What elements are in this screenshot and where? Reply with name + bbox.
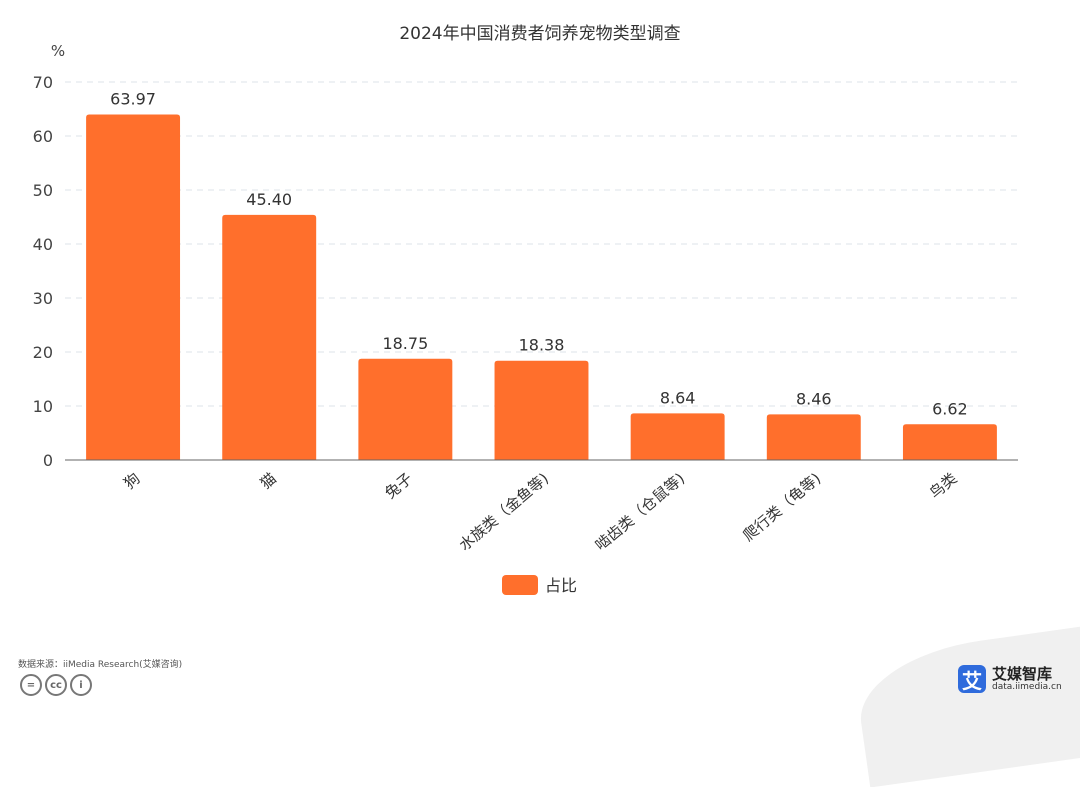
bar[interactable] — [766, 414, 861, 460]
bar[interactable] — [902, 424, 997, 460]
y-axis-unit: % — [51, 42, 65, 60]
brand-name: 艾媒智库 — [992, 664, 1053, 683]
y-tick-label: 30 — [33, 289, 53, 308]
license-icons: = cc i — [20, 674, 92, 696]
bar[interactable] — [494, 360, 589, 460]
bar[interactable] — [222, 214, 317, 460]
x-tick-label: 水族类（金鱼等) — [456, 469, 552, 554]
data-label: 8.46 — [796, 389, 832, 408]
data-label: 18.38 — [519, 336, 565, 355]
x-tick-label: 猫 — [257, 469, 280, 492]
y-tick-label: 0 — [43, 451, 53, 470]
data-label: 18.75 — [382, 334, 428, 353]
brand-background — [852, 622, 1080, 787]
cc-icon: cc — [45, 674, 67, 696]
y-tick-label: 50 — [33, 181, 53, 200]
person-icon: i — [70, 674, 92, 696]
y-tick-label: 10 — [33, 397, 53, 416]
data-source: 数据来源：iiMedia Research(艾媒咨询) — [18, 660, 183, 670]
bar[interactable] — [358, 358, 453, 460]
legend[interactable]: 占比 — [502, 575, 577, 595]
bar[interactable] — [86, 114, 181, 460]
chart-title: 2024年中国消费者饲养宠物类型调查 — [399, 24, 680, 44]
equals-icon: = — [20, 674, 42, 696]
bar[interactable] — [630, 413, 725, 460]
x-tick-label: 狗 — [121, 469, 144, 492]
brand-url: data.iimedia.cn — [992, 681, 1062, 692]
x-tick-label: 爬行类（龟等) — [739, 469, 824, 544]
data-label: 45.40 — [246, 190, 292, 209]
y-tick-label: 70 — [33, 73, 53, 92]
y-tick-label: 40 — [33, 235, 53, 254]
x-tick-label: 鸟类 — [926, 469, 961, 502]
x-tick-label: 兔子 — [381, 469, 416, 502]
y-tick-label: 20 — [33, 343, 53, 362]
data-label: 8.64 — [660, 388, 696, 407]
data-label: 63.97 — [110, 90, 156, 109]
y-tick-label: 60 — [33, 127, 53, 146]
legend-label: 占比 — [545, 576, 577, 595]
x-tick-label: 啮齿类（仓鼠等) — [592, 469, 688, 554]
brand-block: 艾 艾媒智库 data.iimedia.cn — [958, 665, 1062, 693]
brand-logo: 艾 — [958, 665, 986, 693]
data-label: 6.62 — [932, 399, 968, 418]
bar-chart: 2024年中国消费者饲养宠物类型调查 % 0 10 20 30 40 50 60 70 63.… — [33, 24, 1018, 595]
legend-swatch — [502, 575, 538, 595]
